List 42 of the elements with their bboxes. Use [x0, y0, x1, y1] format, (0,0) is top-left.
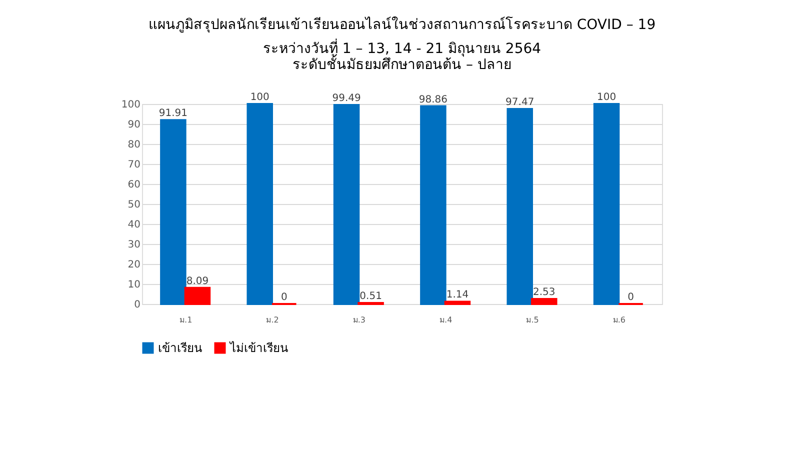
data-label: 2.53 — [533, 286, 556, 298]
bar — [531, 298, 558, 305]
y-tick-label: 100 — [121, 100, 140, 110]
chart-title: แผนภูมิสรุปผลนักเรียนเข้าเรียนออนไลน์ในช่วงสถานการณ์โรคระบาด COVID – 19 — [148, 16, 656, 33]
y-tick-label: 50 — [128, 200, 140, 210]
y-tick-label: 90 — [128, 120, 140, 130]
y-tick-label: 10 — [128, 280, 140, 290]
chart-subtitle: ระหว่างวันที่ 1 – 13, 14 - 21 มิถุนายน 2564 ระดับชั้นมัธยมศึกษาตอนต้น – ปลาย — [262, 39, 542, 73]
legend-label: เข้าเรียน — [158, 341, 202, 355]
data-label: 91.91 — [158, 108, 188, 120]
x-tick-label: ม.6 — [612, 316, 626, 324]
x-tick-label: ม.1 — [180, 316, 192, 324]
bar — [593, 103, 620, 305]
bar — [160, 119, 186, 305]
bar — [246, 103, 273, 305]
y-tick-label: 20 — [128, 260, 140, 270]
x-tick-label: ม.5 — [526, 316, 539, 324]
data-label: 97.47 — [506, 97, 534, 108]
y-tick-label: 80 — [128, 140, 140, 150]
y-tick-label: 0 — [134, 300, 140, 310]
data-label: 100 — [596, 92, 616, 103]
data-label: 0 — [628, 292, 634, 303]
data-label: 8.09 — [186, 276, 209, 287]
bar — [184, 286, 211, 305]
data-label: 98.86 — [418, 94, 448, 106]
y-tick-label: 60 — [128, 180, 140, 190]
data-label: 0.51 — [360, 290, 382, 302]
legend-label: ไม่เข้าเรียน — [229, 341, 288, 355]
bar — [506, 108, 533, 305]
bar — [333, 104, 360, 305]
y-tick-label: 70 — [128, 160, 140, 170]
bar — [420, 105, 446, 305]
x-tick-label: ม.3 — [352, 316, 366, 324]
data-label: 99.49 — [332, 93, 361, 104]
bar — [444, 300, 471, 305]
x-tick-label: ม.2 — [266, 316, 279, 324]
data-label: 1.14 — [446, 290, 469, 301]
y-tick-label: 40 — [128, 220, 140, 230]
x-tick-label: ม.4 — [440, 316, 452, 324]
y-tick-label: 30 — [128, 240, 140, 250]
data-label: 100 — [250, 92, 270, 103]
data-label: 0 — [280, 292, 288, 303]
